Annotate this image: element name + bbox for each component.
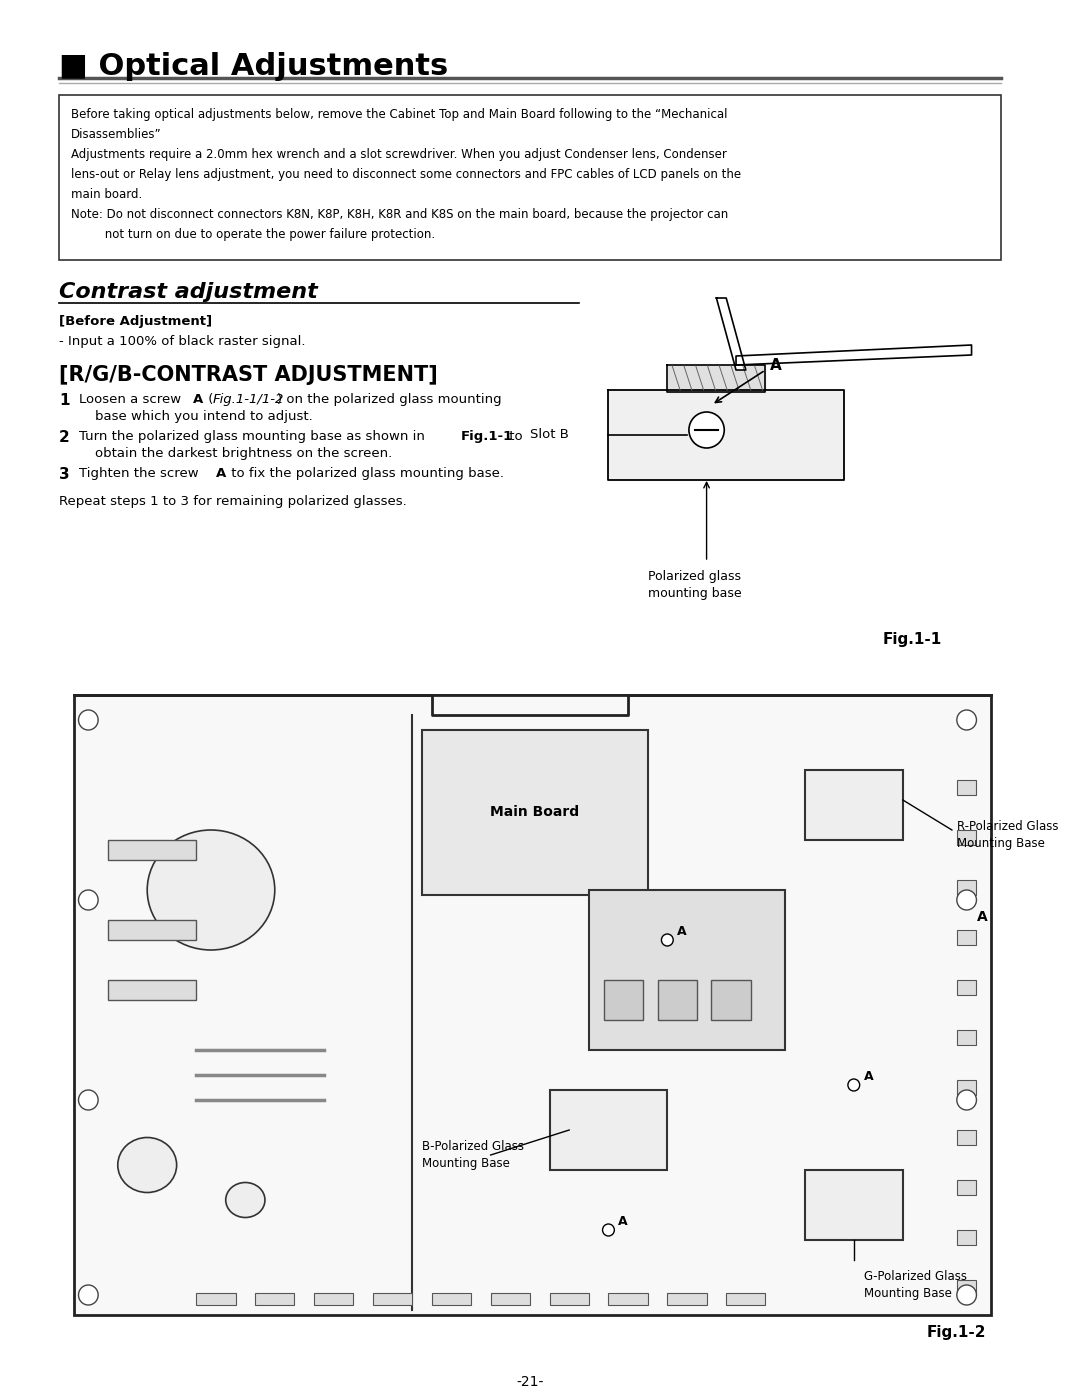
Bar — [957, 1130, 976, 1146]
Text: Tighten the screw: Tighten the screw — [79, 467, 202, 481]
Text: [R/G/B-CONTRAST ADJUSTMENT]: [R/G/B-CONTRAST ADJUSTMENT] — [59, 365, 437, 386]
Text: not turn on due to operate the power failure protection.: not turn on due to operate the power fai… — [70, 228, 435, 242]
Circle shape — [957, 890, 976, 909]
Text: obtain the darkest brightness on the screen.: obtain the darkest brightness on the scr… — [95, 447, 392, 460]
Text: to: to — [505, 430, 523, 443]
Text: A: A — [976, 909, 987, 923]
Text: Repeat steps 1 to 3 for remaining polarized glasses.: Repeat steps 1 to 3 for remaining polari… — [59, 495, 407, 509]
Circle shape — [957, 710, 976, 731]
Circle shape — [79, 890, 98, 909]
Text: A: A — [193, 393, 203, 407]
Bar — [957, 1180, 976, 1194]
Text: 2: 2 — [59, 430, 69, 446]
Circle shape — [957, 1285, 976, 1305]
Text: lens-out or Relay lens adjustment, you need to disconnect some connectors and FP: lens-out or Relay lens adjustment, you n… — [70, 168, 741, 182]
Text: A: A — [864, 1070, 874, 1083]
Bar — [373, 1294, 413, 1305]
Bar — [957, 1080, 976, 1095]
Bar — [550, 1090, 667, 1171]
Polygon shape — [608, 390, 843, 481]
Circle shape — [79, 1285, 98, 1305]
Bar — [108, 981, 197, 1000]
Bar — [957, 930, 976, 944]
Text: main board.: main board. — [70, 189, 141, 201]
Polygon shape — [737, 345, 972, 365]
Text: Slot B: Slot B — [530, 429, 569, 441]
Bar — [957, 880, 976, 895]
Bar — [957, 780, 976, 795]
Text: A: A — [216, 467, 227, 481]
Circle shape — [79, 1090, 98, 1111]
Bar — [589, 890, 785, 1051]
Bar — [604, 981, 643, 1020]
Circle shape — [957, 1090, 976, 1111]
Bar — [957, 1229, 976, 1245]
Bar — [957, 830, 976, 845]
Text: Adjustments require a 2.0mm hex wrench and a slot screwdriver. When you adjust C: Adjustments require a 2.0mm hex wrench a… — [70, 148, 727, 161]
Bar — [550, 1294, 589, 1305]
Text: - Input a 100% of black raster signal.: - Input a 100% of black raster signal. — [59, 335, 306, 348]
Text: base which you intend to adjust.: base which you intend to adjust. — [95, 409, 313, 423]
Polygon shape — [667, 365, 766, 393]
Bar — [197, 1294, 235, 1305]
Text: B-Polarized Glass
Mounting Base: B-Polarized Glass Mounting Base — [422, 1140, 524, 1171]
Text: Turn the polarized glass mounting base as shown in: Turn the polarized glass mounting base a… — [79, 430, 429, 443]
Bar — [957, 981, 976, 995]
Text: G-Polarized Glass
Mounting Base: G-Polarized Glass Mounting Base — [864, 1270, 967, 1301]
Text: Disassemblies”: Disassemblies” — [70, 129, 161, 141]
Text: 3: 3 — [59, 467, 69, 482]
Bar — [658, 981, 697, 1020]
Text: Polarized glass: Polarized glass — [648, 570, 741, 583]
Bar — [608, 1294, 648, 1305]
Text: ■ Optical Adjustments: ■ Optical Adjustments — [59, 52, 448, 81]
Text: Fig.1-1: Fig.1-1 — [461, 430, 513, 443]
Text: mounting base: mounting base — [648, 587, 741, 599]
Text: Loosen a screw: Loosen a screw — [79, 393, 185, 407]
Bar — [422, 731, 648, 895]
Text: Fig.1-1/1-2: Fig.1-1/1-2 — [213, 393, 284, 407]
Text: -21-: -21- — [516, 1375, 543, 1389]
Text: Note: Do not disconnect connectors K8N, K8P, K8H, K8R and K8S on the main board,: Note: Do not disconnect connectors K8N, … — [70, 208, 728, 221]
Text: R-Polarized Glass
Mounting Base: R-Polarized Glass Mounting Base — [957, 820, 1058, 849]
Ellipse shape — [226, 1182, 265, 1218]
Circle shape — [661, 935, 673, 946]
Text: Fig.1-1: Fig.1-1 — [882, 631, 942, 647]
Bar — [73, 694, 991, 1315]
Ellipse shape — [118, 1137, 177, 1193]
Bar — [712, 981, 751, 1020]
Text: Main Board: Main Board — [490, 805, 579, 819]
Text: A: A — [677, 925, 687, 937]
Text: Before taking optical adjustments below, remove the Cabinet Top and Main Board f: Before taking optical adjustments below,… — [70, 108, 727, 122]
Bar — [108, 921, 197, 940]
Text: A: A — [770, 358, 782, 373]
Text: 1: 1 — [59, 393, 69, 408]
Ellipse shape — [147, 830, 274, 950]
Text: to fix the polarized glass mounting base.: to fix the polarized glass mounting base… — [227, 467, 504, 481]
Bar — [432, 1294, 471, 1305]
Text: [Before Adjustment]: [Before Adjustment] — [59, 314, 212, 328]
Polygon shape — [716, 298, 746, 370]
Bar — [667, 1294, 706, 1305]
Polygon shape — [432, 694, 629, 715]
Bar — [314, 1294, 353, 1305]
Bar — [805, 770, 903, 840]
Bar — [726, 1294, 766, 1305]
Circle shape — [689, 412, 725, 448]
Bar — [957, 1280, 976, 1295]
Bar — [490, 1294, 530, 1305]
Circle shape — [603, 1224, 615, 1236]
Circle shape — [848, 1078, 860, 1091]
Text: Contrast adjustment: Contrast adjustment — [59, 282, 318, 302]
Bar — [957, 1030, 976, 1045]
Bar — [255, 1294, 295, 1305]
Bar — [805, 1171, 903, 1241]
Circle shape — [79, 710, 98, 731]
Text: ) on the polarized glass mounting: ) on the polarized glass mounting — [276, 393, 501, 407]
Bar — [59, 95, 1001, 260]
Text: (: ( — [204, 393, 214, 407]
Text: A: A — [618, 1215, 627, 1228]
Bar — [108, 840, 197, 861]
Text: Fig.1-2: Fig.1-2 — [927, 1324, 986, 1340]
